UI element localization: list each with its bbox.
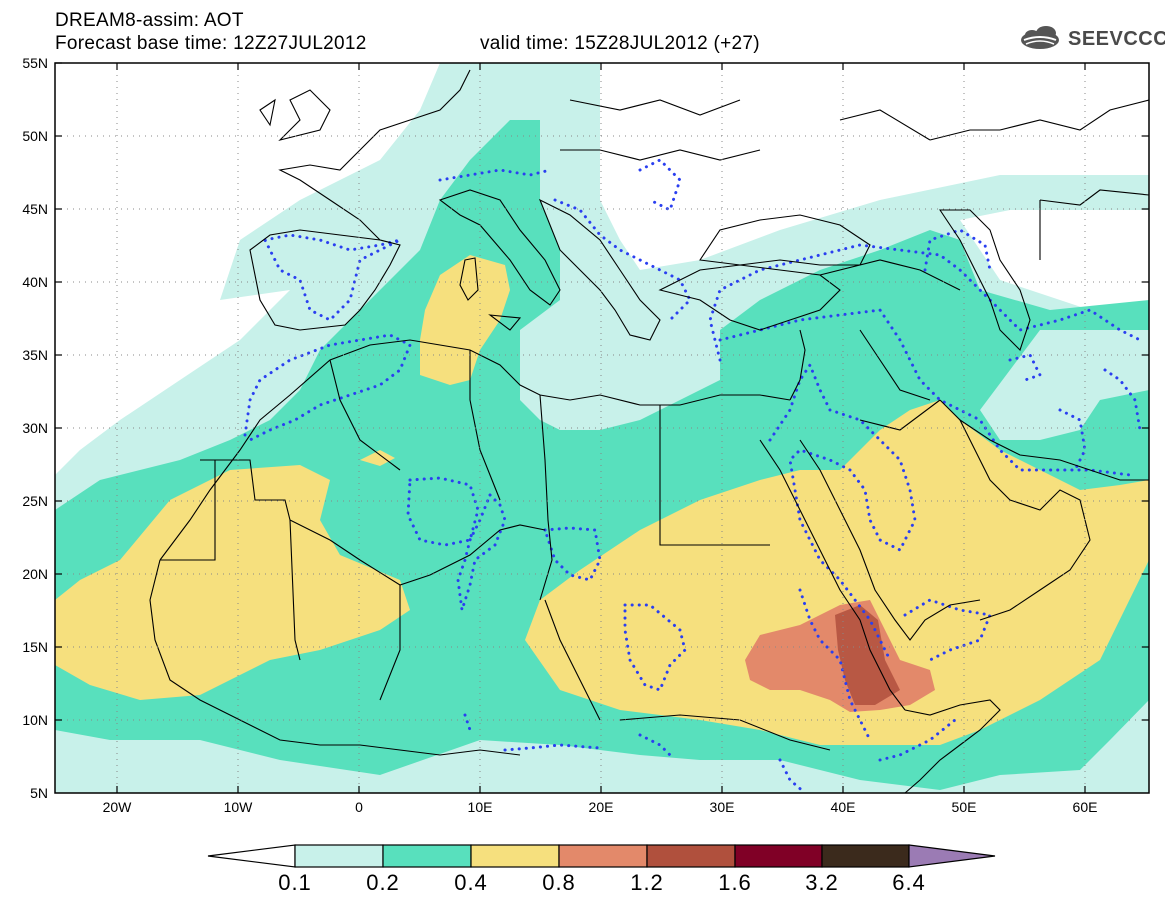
colorbar-label: 1.6: [718, 870, 752, 895]
colorbar-swatch: [734, 844, 823, 868]
colorbar-label: 0.1: [278, 870, 312, 895]
colorbar-swatch: [294, 844, 384, 868]
lat-label: 5N: [30, 785, 48, 801]
coastlines: [149, 69, 1149, 793]
colorbar-max-triangle: [908, 844, 996, 868]
lon-labels: 20W 10W 0 10E 20E 30E 40E 50E 60E: [103, 799, 1098, 815]
colorbar-label: 0.4: [454, 870, 488, 895]
lat-label: 35N: [22, 347, 48, 363]
lon-label: 20W: [103, 799, 133, 815]
lon-label: 20E: [589, 799, 614, 815]
lon-label: 40E: [831, 799, 856, 815]
lat-label: 15N: [22, 639, 48, 655]
lon-label: 10W: [224, 799, 254, 815]
aot-level-1.2: [835, 605, 900, 705]
lon-label: 10E: [468, 799, 493, 815]
colorbar-swatch: [382, 844, 472, 868]
colorbar-swatch: [821, 844, 910, 868]
colorbar-label: 0.8: [542, 870, 576, 895]
axis-ticks: [55, 62, 1149, 793]
colorbar-swatch: [646, 844, 736, 868]
lon-label: 0: [355, 799, 363, 815]
lon-label: 50E: [952, 799, 977, 815]
logo-text: SEEVCCC: [1068, 28, 1165, 50]
lat-label: 20N: [22, 566, 48, 582]
lat-labels: 55N 50N 45N 40N 35N 30N 25N 20N 15N 10N …: [22, 55, 48, 801]
lat-label: 55N: [22, 55, 48, 71]
lat-label: 25N: [22, 493, 48, 509]
colorbar-label: 1.2: [630, 870, 664, 895]
colorbar-min-triangle: [207, 844, 296, 868]
colorbar-swatch: [470, 844, 560, 868]
lat-label: 40N: [22, 274, 48, 290]
colorbar-label: 6.4: [892, 870, 926, 895]
lat-label: 10N: [22, 712, 48, 728]
valid-time: valid time: 15Z28JUL2012 (+27): [480, 33, 760, 54]
forecast-base-time: Forecast base time: 12Z27JUL2012: [55, 33, 367, 54]
aot-level-0.4: [55, 255, 1149, 745]
lat-label: 50N: [22, 128, 48, 144]
colorbar-label: 3.2: [805, 870, 839, 895]
seevccc-logo: [1021, 26, 1059, 49]
lat-label: 30N: [22, 420, 48, 436]
colorbar-swatch: [558, 844, 648, 868]
dotted-contours: [243, 158, 1142, 793]
cloud-icon: [1021, 26, 1059, 49]
map-title: DREAM8-assim: AOT: [55, 10, 244, 31]
colorbar-label: 0.2: [366, 870, 400, 895]
colorbar: [207, 844, 996, 868]
lat-label: 45N: [22, 201, 48, 217]
graticule: [55, 63, 1149, 793]
lon-label: 60E: [1073, 799, 1098, 815]
lon-label: 30E: [710, 799, 735, 815]
